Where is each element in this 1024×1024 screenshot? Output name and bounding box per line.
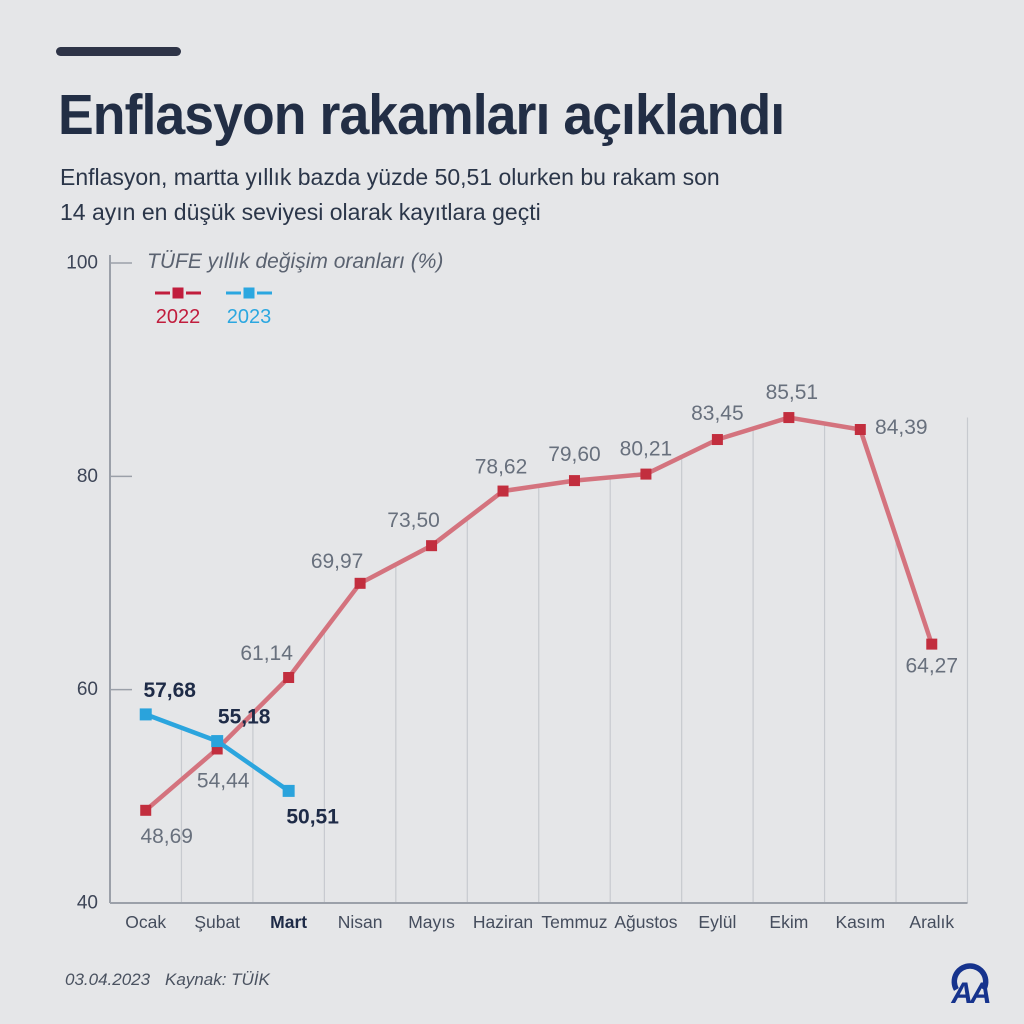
value-label-2023-Şubat: 55,18 bbox=[218, 706, 271, 729]
y-tick-label: 80 bbox=[77, 466, 98, 487]
subtitle-line-2: 14 ayın en düşük seviyesi olarak kayıtla… bbox=[60, 199, 541, 225]
x-category-label: Kasım bbox=[836, 912, 886, 932]
legend-item-2023: 2023 bbox=[224, 286, 274, 329]
value-label-2022-Nisan: 69,97 bbox=[311, 550, 364, 573]
point-2022-Şubat bbox=[211, 743, 223, 755]
x-category-label: Aralık bbox=[909, 912, 954, 932]
point-2022-Haziran bbox=[497, 485, 509, 497]
value-label-2022-Ağustos: 80,21 bbox=[620, 438, 673, 461]
value-label-2022-Kasım: 84,39 bbox=[875, 416, 928, 439]
value-label-2022-Ocak: 48,69 bbox=[140, 825, 193, 848]
publish-date: 03.04.2023 bbox=[65, 970, 151, 989]
x-category-label: Ekim bbox=[769, 912, 808, 932]
x-category-label: Şubat bbox=[194, 912, 240, 932]
point-2022-Nisan bbox=[354, 577, 366, 589]
point-2022-Eylül bbox=[711, 434, 723, 446]
value-label-2023-Mart: 50,51 bbox=[286, 805, 339, 828]
legend-item-2022: 2022 bbox=[153, 286, 203, 329]
page-subtitle: Enflasyon, martta yıllık bazda yüzde 50,… bbox=[60, 160, 720, 230]
point-2022-Temmuz bbox=[568, 475, 580, 487]
x-category-label: Mayıs bbox=[408, 912, 455, 932]
value-label-2022-Aralık: 64,27 bbox=[905, 655, 958, 678]
point-2022-Ekim bbox=[783, 412, 795, 424]
point-2023-Ocak bbox=[139, 708, 152, 721]
value-label-2022-Ekim: 85,51 bbox=[766, 381, 819, 404]
x-category-label: Mart bbox=[270, 912, 307, 932]
aa-logo-letters: AA bbox=[950, 977, 990, 1010]
point-2022-Mayıs bbox=[426, 540, 438, 552]
y-tick-label: 100 bbox=[66, 253, 98, 274]
point-2023-Şubat bbox=[211, 735, 224, 748]
legend-marker-2022-icon bbox=[155, 287, 201, 299]
line-2022 bbox=[144, 415, 934, 813]
page-title: Enflasyon rakamları açıklandı bbox=[58, 83, 785, 147]
data-source: Kaynak: TÜİK bbox=[165, 970, 270, 989]
value-label-2023-Ocak: 57,68 bbox=[143, 679, 196, 702]
x-category-label: Haziran bbox=[473, 912, 533, 932]
point-2022-Ocak bbox=[140, 804, 152, 816]
legend-label-2023: 2023 bbox=[226, 306, 272, 328]
chart-title: TÜFE yıllık değişim oranları (%) bbox=[147, 250, 444, 273]
value-label-2022-Mart: 61,14 bbox=[240, 642, 293, 665]
value-label-2022-Haziran: 78,62 bbox=[475, 456, 528, 479]
legend-marker-2023-icon bbox=[226, 287, 272, 299]
y-tick-label: 40 bbox=[77, 893, 98, 914]
value-label-2022-Mayıs: 73,50 bbox=[387, 509, 440, 532]
point-2022-Kasım bbox=[854, 424, 866, 436]
chart-legend: 2022 2023 bbox=[153, 286, 274, 329]
x-category-label: Temmuz bbox=[541, 912, 607, 932]
value-label-2022-Şubat: 54,44 bbox=[197, 769, 250, 792]
point-2022-Mart bbox=[283, 672, 295, 684]
point-2023-Mart bbox=[282, 784, 295, 797]
y-tick-label: 60 bbox=[77, 679, 98, 700]
legend-label-2022: 2022 bbox=[155, 306, 201, 328]
x-category-label: Ağustos bbox=[614, 912, 677, 932]
value-label-2022-Eylül: 83,45 bbox=[691, 402, 744, 425]
subtitle-line-1: Enflasyon, martta yıllık bazda yüzde 50,… bbox=[60, 164, 720, 190]
point-2022-Ağustos bbox=[640, 468, 652, 480]
x-category-label: Ocak bbox=[125, 912, 166, 932]
point-2022-Aralık bbox=[926, 638, 938, 650]
x-category-label: Nisan bbox=[338, 912, 383, 932]
aa-agency-logo: AA bbox=[950, 963, 993, 1010]
x-category-label: Eylül bbox=[698, 912, 736, 932]
accent-bar bbox=[56, 47, 181, 56]
value-label-2022-Temmuz: 79,60 bbox=[548, 443, 601, 466]
